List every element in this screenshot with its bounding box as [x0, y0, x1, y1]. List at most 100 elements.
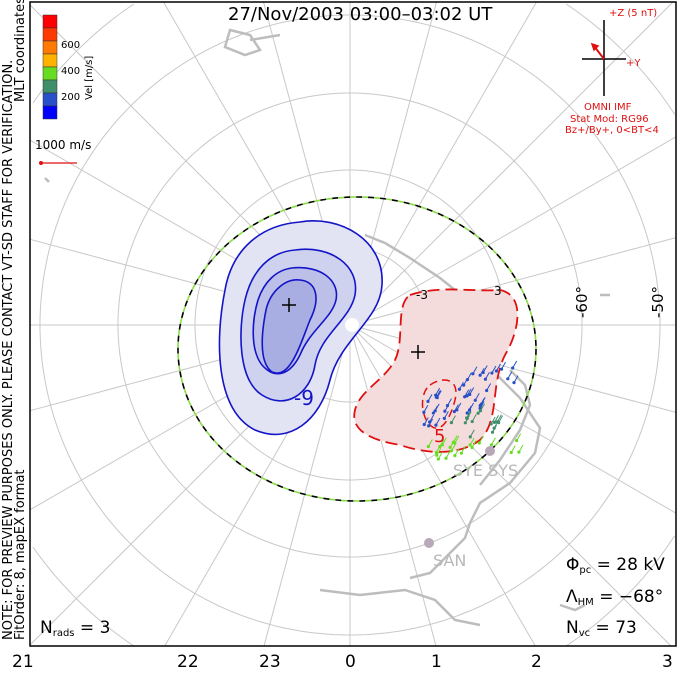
mlt-label: 22 — [177, 652, 199, 672]
mlt-label: 1 — [431, 652, 442, 672]
velocity-vector — [434, 403, 440, 412]
velocity-vector — [441, 437, 447, 446]
velocity-vector — [474, 393, 480, 401]
pole-marker — [345, 318, 359, 332]
velocity-vector — [435, 387, 441, 396]
num-vectors: Nvc = 73 — [566, 618, 637, 639]
velocity-vector — [460, 445, 466, 454]
velocity-vector — [510, 445, 516, 453]
velocity-vector — [464, 389, 470, 398]
velocity-vector — [496, 363, 501, 372]
velocity-vector — [427, 439, 433, 447]
colorbar-segment — [42, 105, 58, 120]
imf-dial — [582, 20, 626, 96]
scale-vector-icon — [39, 161, 77, 165]
velocity-vector — [501, 361, 506, 370]
velocity-vector — [467, 372, 472, 380]
plot-frame — [29, 1, 677, 647]
colorbar-segment — [42, 66, 58, 81]
velocity-vector — [423, 417, 429, 425]
hm-boundary-latitude: ΛHM = −68° — [566, 587, 664, 608]
velocity-vector — [435, 417, 441, 426]
velocity-vector — [498, 415, 504, 423]
velocity-vector — [480, 396, 486, 405]
velocity-vector — [493, 420, 499, 429]
velocity-vector — [516, 433, 522, 441]
velocity-vector — [513, 375, 519, 383]
velocity-vector — [458, 381, 464, 390]
latitude-circle — [32, 3, 676, 647]
mlt-label: 0 — [345, 652, 356, 672]
velocity-vector — [471, 440, 477, 448]
negative-potential-cell — [218, 220, 383, 436]
velocity-vector — [456, 402, 462, 411]
velocity-vector — [491, 365, 497, 374]
num-radars: Nrads = 3 — [40, 618, 111, 639]
cross-polar-potential: Φpc = 28 kV — [566, 555, 665, 576]
velocity-vector — [451, 443, 456, 452]
velocity-vector — [469, 387, 475, 395]
imf-model: Stat Mod: RG96 — [570, 114, 649, 125]
mlt-label: 2 — [531, 652, 542, 672]
velocity-vector — [454, 435, 460, 444]
velocity-vector — [478, 435, 484, 444]
velocity-vector — [436, 390, 442, 398]
velocity-vector — [484, 371, 490, 380]
coastlines — [44, 28, 610, 627]
velocity-vector — [427, 394, 433, 402]
scale-vector-label: 1000 m/s — [35, 138, 92, 152]
fit-order-note: FitOrder: 8, mapEX format — [13, 469, 28, 640]
velocity-vector — [490, 437, 496, 446]
imf-y-label: +Y — [626, 58, 641, 69]
velocity-vector — [469, 437, 475, 446]
lat-label-50: -50° — [649, 286, 667, 318]
station-label-sye-sys: SYE SYS — [453, 461, 519, 480]
velocity-vector — [449, 440, 455, 448]
colorbar-segment — [42, 79, 58, 94]
velocity-vector — [512, 360, 518, 369]
velocity-vector — [496, 414, 502, 422]
velocity-vector — [507, 371, 513, 380]
velocity-vector — [469, 402, 474, 411]
velocity-vector — [439, 439, 445, 447]
colorbar-segment — [42, 27, 58, 42]
velocity-vector — [453, 404, 459, 412]
velocity-vector — [494, 415, 499, 423]
colorbar-segment — [42, 14, 58, 29]
mlt-meridian — [349, 136, 677, 326]
colorbar-tick-400: 400 — [61, 66, 81, 77]
velocity-vector — [444, 403, 450, 412]
velocity-vector — [486, 383, 492, 391]
velocity-colorbar — [42, 14, 58, 120]
velocity-vector — [471, 414, 477, 422]
velocity-vector — [436, 447, 442, 456]
colorbar-tick-200: 200 — [61, 92, 81, 103]
imf-source: OMNI IMF — [584, 102, 632, 113]
velocity-vector — [423, 404, 429, 413]
map-title: 27/Nov/2003 03:00–03:02 UT — [228, 4, 493, 25]
colorbar-tick-600: 600 — [61, 40, 81, 51]
velocity-vector — [443, 411, 449, 419]
station-label-san: SAN — [433, 551, 467, 570]
velocity-vector — [466, 410, 472, 419]
velocity-vector — [479, 368, 485, 376]
station-markers — [424, 446, 495, 548]
mlt-label: 3 — [662, 652, 673, 672]
velocity-vector — [454, 448, 460, 456]
velocity-vector — [437, 451, 443, 460]
velocity-vector — [429, 414, 435, 423]
velocity-vector — [451, 415, 456, 423]
velocity-vector — [472, 366, 478, 375]
contour-label: 5 — [434, 426, 446, 447]
velocity-vector — [466, 388, 472, 397]
mlt-label: 23 — [259, 652, 281, 672]
imf-condition: Bz+/By+, 0<BT<4 — [565, 125, 659, 136]
lat-label-60: -60° — [573, 286, 591, 318]
contour-label: -9 — [294, 386, 314, 410]
mlt-meridian — [349, 1, 674, 326]
velocity-vector — [479, 401, 485, 409]
potential-extrema-markers — [282, 298, 425, 359]
colorbar-segment — [42, 92, 58, 107]
